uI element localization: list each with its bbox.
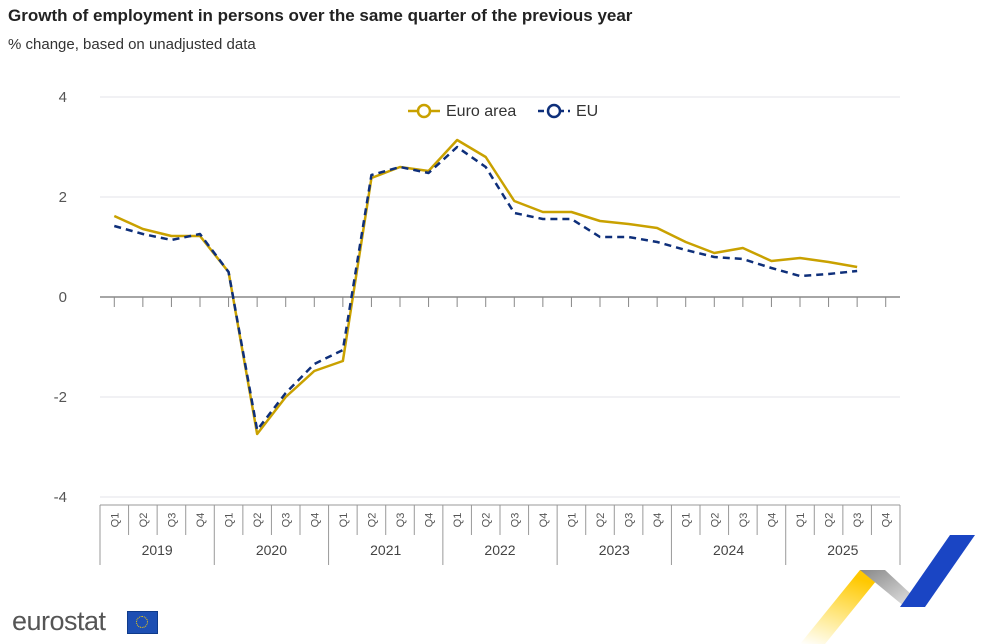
quarter-label: Q2 — [709, 513, 721, 528]
quarter-label: Q1 — [681, 513, 693, 528]
legend-marker-icon — [546, 103, 562, 119]
quarter-label: Q3 — [852, 513, 864, 528]
legend-label: Euro area — [446, 103, 516, 120]
quarter-label: Q2 — [366, 513, 378, 528]
quarter-label: Q4 — [652, 513, 664, 528]
year-label: 2020 — [256, 542, 287, 558]
y-tick-label: -4 — [54, 489, 67, 506]
quarter-label: Q3 — [624, 513, 636, 528]
y-tick-label: 4 — [59, 89, 67, 106]
quarter-label: Q4 — [424, 513, 436, 528]
chart-title: Growth of employment in persons over the… — [8, 6, 633, 25]
y-tick-label: 2 — [59, 189, 67, 206]
eu-flag-icon — [127, 611, 158, 634]
quarter-label: Q3 — [509, 513, 521, 528]
quarter-label: Q2 — [595, 513, 607, 528]
quarter-label: Q1 — [338, 513, 350, 528]
legend-marker-icon — [416, 103, 432, 119]
quarter-label: Q4 — [881, 513, 893, 528]
quarter-label: Q1 — [566, 513, 578, 528]
quarter-label: Q3 — [281, 513, 293, 528]
year-label: 2025 — [827, 542, 858, 558]
legend-label: EU — [576, 103, 598, 120]
year-label: 2022 — [484, 542, 515, 558]
eurostat-logo: eurostat — [12, 606, 106, 636]
quarter-label: Q1 — [452, 513, 464, 528]
year-label: 2021 — [370, 542, 401, 558]
year-label: 2023 — [599, 542, 630, 558]
quarter-label: Q2 — [252, 513, 264, 528]
y-tick-label: 0 — [59, 289, 67, 306]
quarter-label: Q2 — [824, 513, 836, 528]
quarter-label: Q2 — [138, 513, 150, 528]
year-label: 2019 — [142, 542, 173, 558]
quarter-label: Q4 — [195, 513, 207, 528]
y-tick-label: -2 — [54, 389, 67, 406]
quarter-label: Q4 — [766, 513, 778, 528]
quarter-label: Q3 — [738, 513, 750, 528]
quarter-label: Q3 — [166, 513, 178, 528]
quarter-label: Q1 — [224, 513, 236, 528]
quarter-label: Q1 — [109, 513, 121, 528]
year-label: 2024 — [713, 542, 744, 558]
quarter-label: Q3 — [395, 513, 407, 528]
quarter-label: Q4 — [309, 513, 321, 528]
quarter-label: Q2 — [481, 513, 493, 528]
chart-subtitle: % change, based on unadjusted data — [8, 36, 256, 53]
quarter-label: Q4 — [538, 513, 550, 528]
quarter-label: Q1 — [795, 513, 807, 528]
series-line-eu — [113, 145, 858, 432]
series-line-euro-area — [113, 138, 858, 436]
